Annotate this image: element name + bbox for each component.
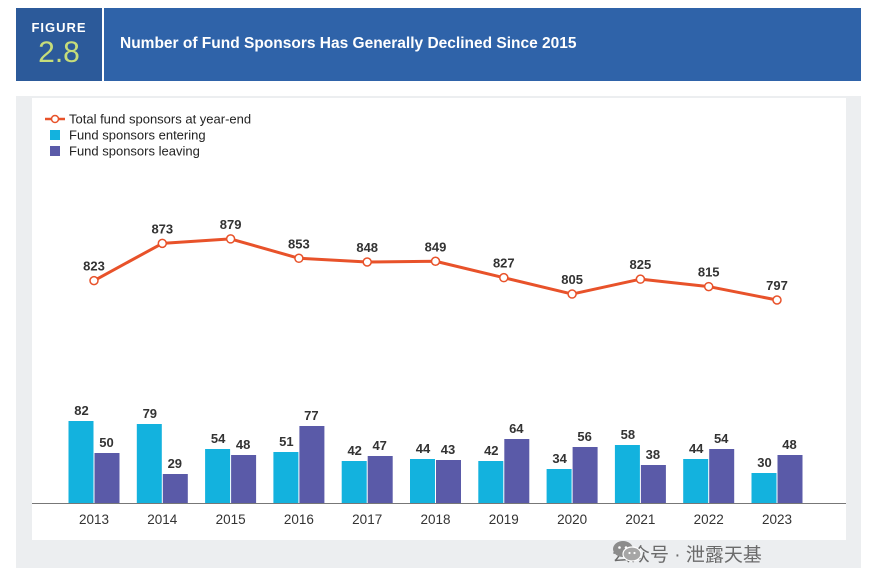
legend-label-total: Total fund sponsors at year-end [69,112,251,127]
line-point-total [294,253,304,264]
line-point-total [362,257,372,267]
bar-label-entering: 42 [347,443,361,458]
legend-label-entering: Fund sponsors entering [69,128,206,143]
bar-label-leaving: 56 [577,429,591,444]
line-point-total [430,256,441,267]
line-point-total [567,289,577,299]
line-label-total: 873 [151,221,173,236]
line-label-total: 825 [630,257,652,272]
x-tick-label: 2017 [352,512,382,527]
bar-label-entering: 51 [279,434,293,449]
bar-entering [478,461,504,503]
line-point-total [225,234,236,244]
figure-label: FIGURE [31,20,87,35]
bar-leaving [572,447,598,503]
line-point-total [772,295,782,305]
bar-leaving [709,449,735,503]
watermark: 公众号 · 泄露天基 [612,540,762,567]
bar-entering [546,469,572,503]
x-tick-label: 2020 [557,512,587,527]
bar-label-entering: 54 [211,431,226,446]
x-tick-label: 2014 [147,512,178,527]
bar-label-entering: 58 [621,427,635,442]
line-label-total: 853 [288,236,310,251]
bar-leaving [504,439,530,503]
bar-label-leaving: 48 [782,437,796,452]
x-tick-label: 2015 [216,512,246,527]
bar-label-entering: 42 [484,443,498,458]
bar-label-entering: 30 [757,455,771,470]
bar-entering [683,459,709,503]
x-tick-label: 2018 [420,512,450,527]
bar-entering [205,449,231,503]
bar-entering [273,452,299,503]
bar-leaving [162,474,188,503]
bar-label-leaving: 38 [646,447,660,462]
bar-entering [614,445,640,503]
bar-label-leaving: 64 [509,421,524,436]
bar-leaving [367,456,393,503]
figure-badge: FIGURE 2.8 [16,8,104,81]
bar-leaving [231,455,257,503]
line-label-total: 879 [220,217,242,232]
bar-label-entering: 82 [74,403,88,418]
bar-label-entering: 44 [689,441,704,456]
line-label-total: 823 [83,259,105,274]
bar-entering [68,421,94,503]
bar-label-leaving: 43 [441,442,455,457]
x-tick-label: 2016 [284,512,314,527]
bar-label-entering: 79 [143,406,157,421]
line-point-total [703,281,714,292]
bar-leaving [436,460,461,503]
x-tick-label: 2013 [79,512,109,527]
chart-title: Number of Fund Sponsors Has Generally De… [120,35,577,52]
bar-label-entering: 44 [416,441,431,456]
bar-entering [136,424,162,503]
line-label-total: 848 [356,240,378,255]
bar-label-leaving: 29 [168,456,182,471]
bar-label-leaving: 54 [714,431,729,446]
line-label-total: 849 [425,239,447,254]
chart-panel: Total fund sponsors at year-end Fund spon… [32,98,846,540]
bar-label-entering: 34 [552,451,567,466]
bar-leaving [777,455,803,503]
line-point-total [157,238,168,249]
figure-number: 2.8 [38,36,80,69]
bar-label-leaving: 47 [372,438,386,453]
line-label-total: 827 [493,256,515,271]
line-point-total [89,275,99,286]
line-point-total [635,274,646,284]
figure-header: FIGURE 2.8 Number of Fund Sponsors Has G… [16,8,861,81]
bar-leaving [299,426,325,503]
bar-leaving [640,465,666,503]
x-tick-label: 2022 [694,512,724,527]
x-tick-label: 2023 [762,512,792,527]
line-point-total [499,272,509,283]
line-label-total: 815 [698,265,720,280]
legend-label-leaving: Fund sponsors leaving [69,144,200,159]
bar-entering [410,459,435,503]
watermark-text: 公众号 · 泄露天基 [612,545,762,566]
legend-line-marker [50,114,60,124]
bar-entering [751,473,777,503]
legend-leaving-swatch [50,146,60,156]
x-tick-label: 2019 [489,512,519,527]
bar-leaving [94,453,120,503]
bar-label-leaving: 77 [304,408,318,423]
wechat-icon [613,541,642,562]
legend-entering-swatch [50,130,60,140]
bar-label-leaving: 50 [99,435,113,450]
bar-entering [341,461,367,503]
line-label-total: 797 [766,278,788,293]
line-label-total: 805 [561,272,583,287]
x-tick-label: 2021 [625,512,655,527]
bar-label-leaving: 48 [236,437,250,452]
